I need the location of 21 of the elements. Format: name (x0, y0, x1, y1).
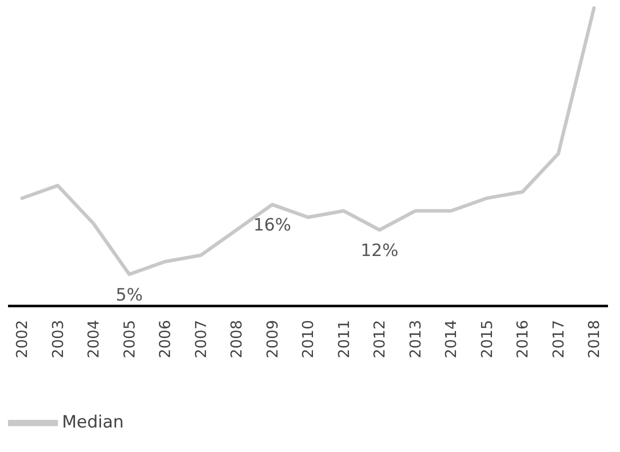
x-tick-label: 2013 (406, 320, 424, 358)
x-tick-label: 2002 (13, 320, 31, 358)
x-tick-label: 2006 (156, 320, 174, 358)
x-tick-label: 2017 (549, 320, 568, 358)
x-tick-label: 2005 (120, 320, 138, 358)
x-tick-label: 2003 (48, 320, 67, 358)
x-tick-label: 2011 (334, 320, 353, 358)
x-tick-label: 2004 (84, 320, 102, 358)
data-label: 12% (360, 240, 398, 261)
data-label: 16% (253, 216, 292, 236)
x-tick-label: 2018 (585, 320, 603, 358)
x-tick-label: 2007 (192, 320, 210, 358)
x-tick-label: 2016 (514, 320, 532, 358)
x-tick-label: 2009 (263, 320, 282, 358)
x-tick-label: 2015 (478, 320, 496, 358)
legend-label: Median (62, 412, 124, 433)
x-tick-label: 2008 (228, 320, 246, 358)
x-tick-label: 2010 (299, 320, 317, 358)
x-tick-label: 2012 (370, 320, 388, 358)
data-label: 5% (116, 285, 143, 306)
x-tick-label: 2014 (442, 320, 460, 358)
